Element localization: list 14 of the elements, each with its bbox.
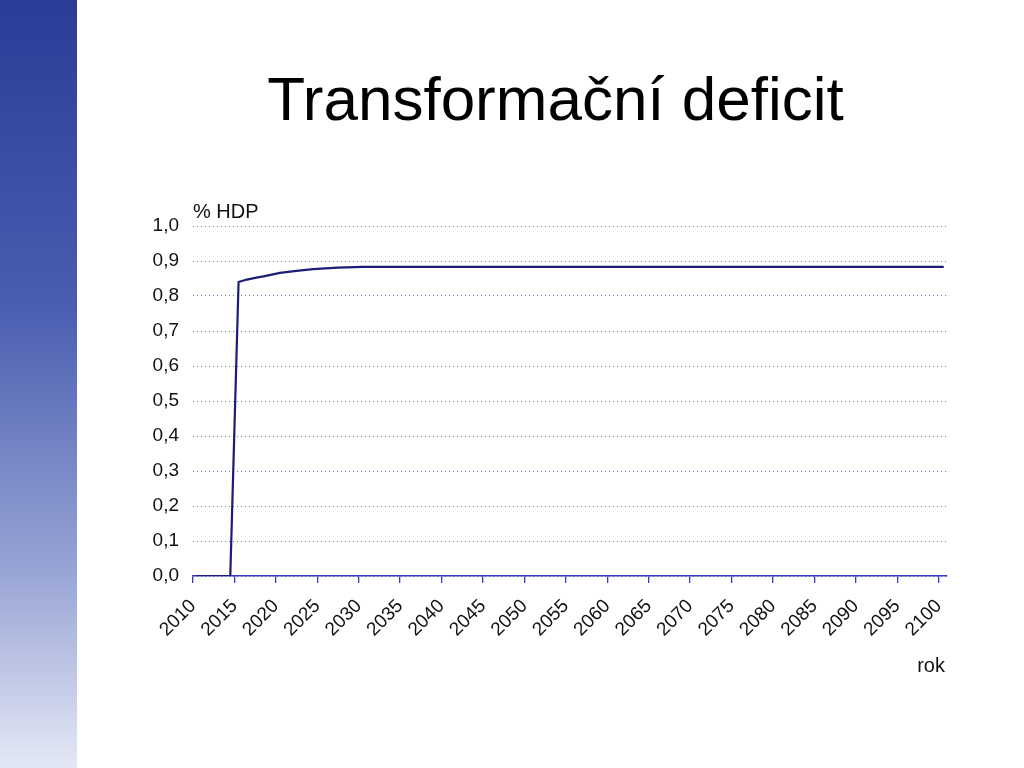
y-tick-label: 0,0	[152, 564, 179, 586]
y-tick-label: 0,6	[152, 354, 179, 376]
y-tick-label: 0,3	[152, 459, 179, 481]
y-axis-title: % HDP	[193, 200, 259, 222]
y-tick-label: 1,0	[152, 214, 179, 236]
y-tick-label: 0,8	[152, 284, 179, 306]
x-axis-title: rok	[917, 654, 946, 676]
y-tick-label: 0,4	[152, 424, 180, 446]
y-tick-label: 0,1	[152, 529, 179, 551]
y-tick-label: 0,9	[152, 249, 179, 271]
y-tick-label: 0,7	[152, 319, 179, 341]
chart-title: Transformační deficit	[266, 63, 845, 135]
y-tick-label: 0,2	[152, 494, 179, 516]
y-tick-label: 0,5	[152, 389, 179, 411]
